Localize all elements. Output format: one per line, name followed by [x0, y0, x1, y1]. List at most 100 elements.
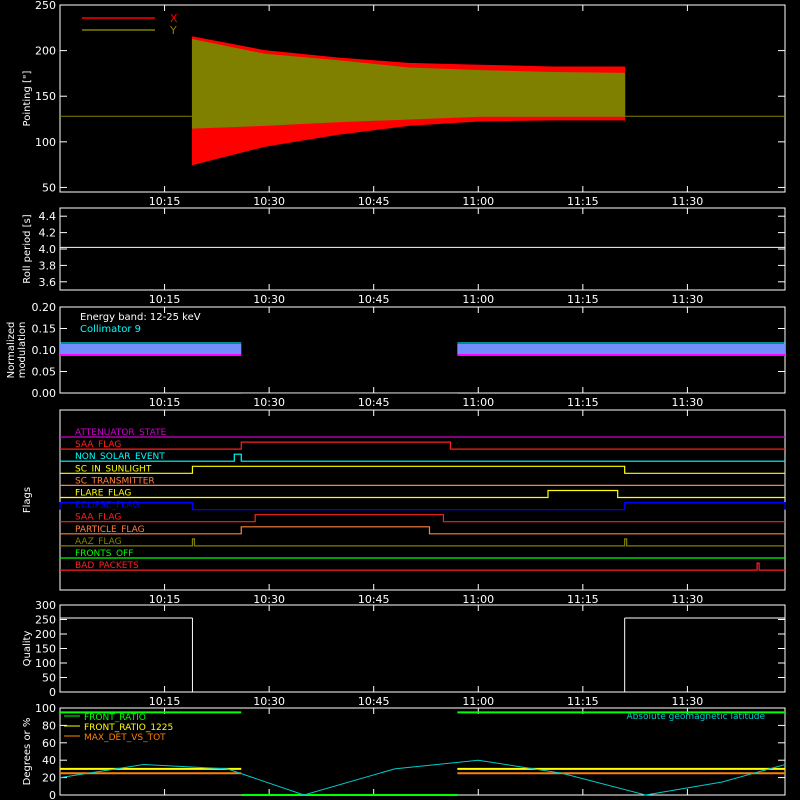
- x-tick-label: 11:15: [567, 293, 599, 306]
- x-tick-label: 11:15: [567, 396, 599, 409]
- x-tick-label: 10:15: [149, 695, 181, 708]
- flag-label: FLARE_FLAG: [75, 489, 131, 499]
- x-tick-label: 11:00: [462, 695, 494, 708]
- x-tick-label: 11:30: [672, 195, 704, 208]
- annotation-collimator: Collimator 9: [80, 324, 141, 335]
- flag-label: SC_IN_SUNLIGHT: [75, 464, 152, 474]
- x-tick-label: 10:45: [358, 396, 390, 409]
- y-tick-label: 80: [42, 719, 56, 732]
- y-axis-label: Quality: [22, 631, 33, 667]
- flag-line: [60, 441, 785, 450]
- x-tick-label: 10:30: [253, 396, 285, 409]
- flag-line: [59, 502, 786, 511]
- y-tick-label: 0.00: [32, 387, 57, 400]
- legend-label: FRONT_RATIO_1225: [84, 723, 173, 733]
- legend-label: X: [170, 12, 178, 25]
- y-tick-label: 300: [35, 599, 56, 612]
- y-tick-label: 3.8: [39, 259, 57, 272]
- x-tick-label: 11:15: [567, 695, 599, 708]
- y-tick-label: 0: [49, 789, 56, 800]
- y-tick-label: 100: [35, 657, 56, 670]
- flag-line: [60, 514, 785, 523]
- x-tick-label: 10:45: [358, 293, 390, 306]
- flag-label: SC_TRANSMITTER: [75, 476, 155, 486]
- flag-label: ECLIPSE_FLAG: [75, 501, 139, 511]
- flag-line: [60, 453, 785, 462]
- y-axis-label: Roll period [s]: [22, 214, 33, 283]
- modulation-band: [457, 342, 785, 354]
- x-tick-label: 10:30: [253, 593, 285, 606]
- x-tick-label: 10:30: [253, 293, 285, 306]
- latitude-line: [59, 759, 786, 796]
- legend-label: MAX_DET_VS_TOT: [84, 733, 166, 743]
- panel-frame: [59, 4, 786, 193]
- x-tick-label: 10:15: [149, 195, 181, 208]
- x-tick-label: 11:30: [672, 695, 704, 708]
- modulation-band: [60, 342, 242, 354]
- x-tick-label: 11:00: [462, 293, 494, 306]
- x-tick-label: 10:45: [358, 695, 390, 708]
- x-tick-label: 11:15: [567, 195, 599, 208]
- flag-label: ATTENUATOR_STATE: [75, 428, 167, 438]
- y-axis-label: Flags: [22, 487, 33, 513]
- x-tick-label: 11:30: [672, 396, 704, 409]
- x-tick-label: 11:00: [462, 396, 494, 409]
- y-axis-label: Normalizedmodulation: [6, 322, 28, 379]
- flag-label: SAA_FLAG: [75, 513, 121, 523]
- legend-label: FRONT_RATIO: [84, 713, 146, 723]
- flag-label: AAZ_FLAG: [75, 537, 122, 547]
- y-tick-label: 250: [35, 614, 56, 627]
- x-tick-label: 10:30: [253, 695, 285, 708]
- flag-label: FRONTS_OFF: [75, 549, 133, 559]
- y-tick-label: 20: [42, 772, 56, 785]
- flag-label: PARTICLE_FLAG: [75, 525, 145, 535]
- x-tick-label: 10:15: [149, 293, 181, 306]
- modulation-band: [241, 393, 458, 394]
- x-tick-label: 11:15: [567, 593, 599, 606]
- y-tick-label: 150: [35, 643, 56, 656]
- flag-label: SAA_FLAG: [75, 440, 121, 450]
- x-tick-label: 11:30: [672, 593, 704, 606]
- panel-frame: [59, 409, 786, 591]
- annotation-energy-band: Energy band: 12-25 keV: [80, 312, 201, 323]
- y-axis-label: Degrees or %: [22, 718, 33, 786]
- y-tick-label: 100: [35, 136, 56, 149]
- y-tick-label: 0.15: [32, 323, 57, 336]
- x-tick-label: 10:15: [149, 396, 181, 409]
- y-tick-label: 200: [35, 45, 56, 58]
- y-tick-label: 4.2: [39, 227, 57, 240]
- flag-line: [60, 526, 785, 535]
- x-tick-label: 10:15: [149, 593, 181, 606]
- flag-line: [60, 465, 785, 474]
- y-tick-label: 200: [35, 628, 56, 641]
- y-tick-label: 50: [42, 672, 56, 685]
- x-tick-label: 11:30: [672, 293, 704, 306]
- x-tick-label: 10:45: [358, 195, 390, 208]
- y-tick-label: 4.0: [39, 243, 57, 256]
- x-tick-label: 11:00: [462, 195, 494, 208]
- y-tick-label: 0.10: [32, 344, 57, 357]
- y-tick-label: 50: [42, 181, 56, 194]
- y-tick-label: 250: [35, 0, 56, 12]
- flag-line: [60, 489, 785, 499]
- y-tick-label: 0.05: [32, 366, 57, 379]
- y-tick-label: 40: [42, 754, 56, 767]
- y-tick-label: 0: [49, 686, 56, 699]
- flag-label: BAD_PACKETS: [75, 561, 139, 571]
- y-tick-label: 4.4: [39, 210, 57, 223]
- x-tick-label: 10:45: [358, 593, 390, 606]
- y-tick-label: 60: [42, 737, 56, 750]
- legend-label: Y: [169, 24, 177, 37]
- series-band-y: [191, 39, 626, 129]
- y-tick-label: 150: [35, 90, 56, 103]
- y-tick-label: 100: [35, 702, 56, 715]
- panel-frame: [59, 207, 786, 291]
- y-axis-label: Pointing ["]: [22, 70, 33, 126]
- y-tick-label: 0.20: [32, 301, 57, 314]
- flag-line: [60, 562, 785, 571]
- x-tick-label: 10:30: [253, 195, 285, 208]
- y-tick-label: 3.6: [39, 276, 57, 289]
- x-tick-label: 11:00: [462, 593, 494, 606]
- flag-line: [60, 538, 785, 547]
